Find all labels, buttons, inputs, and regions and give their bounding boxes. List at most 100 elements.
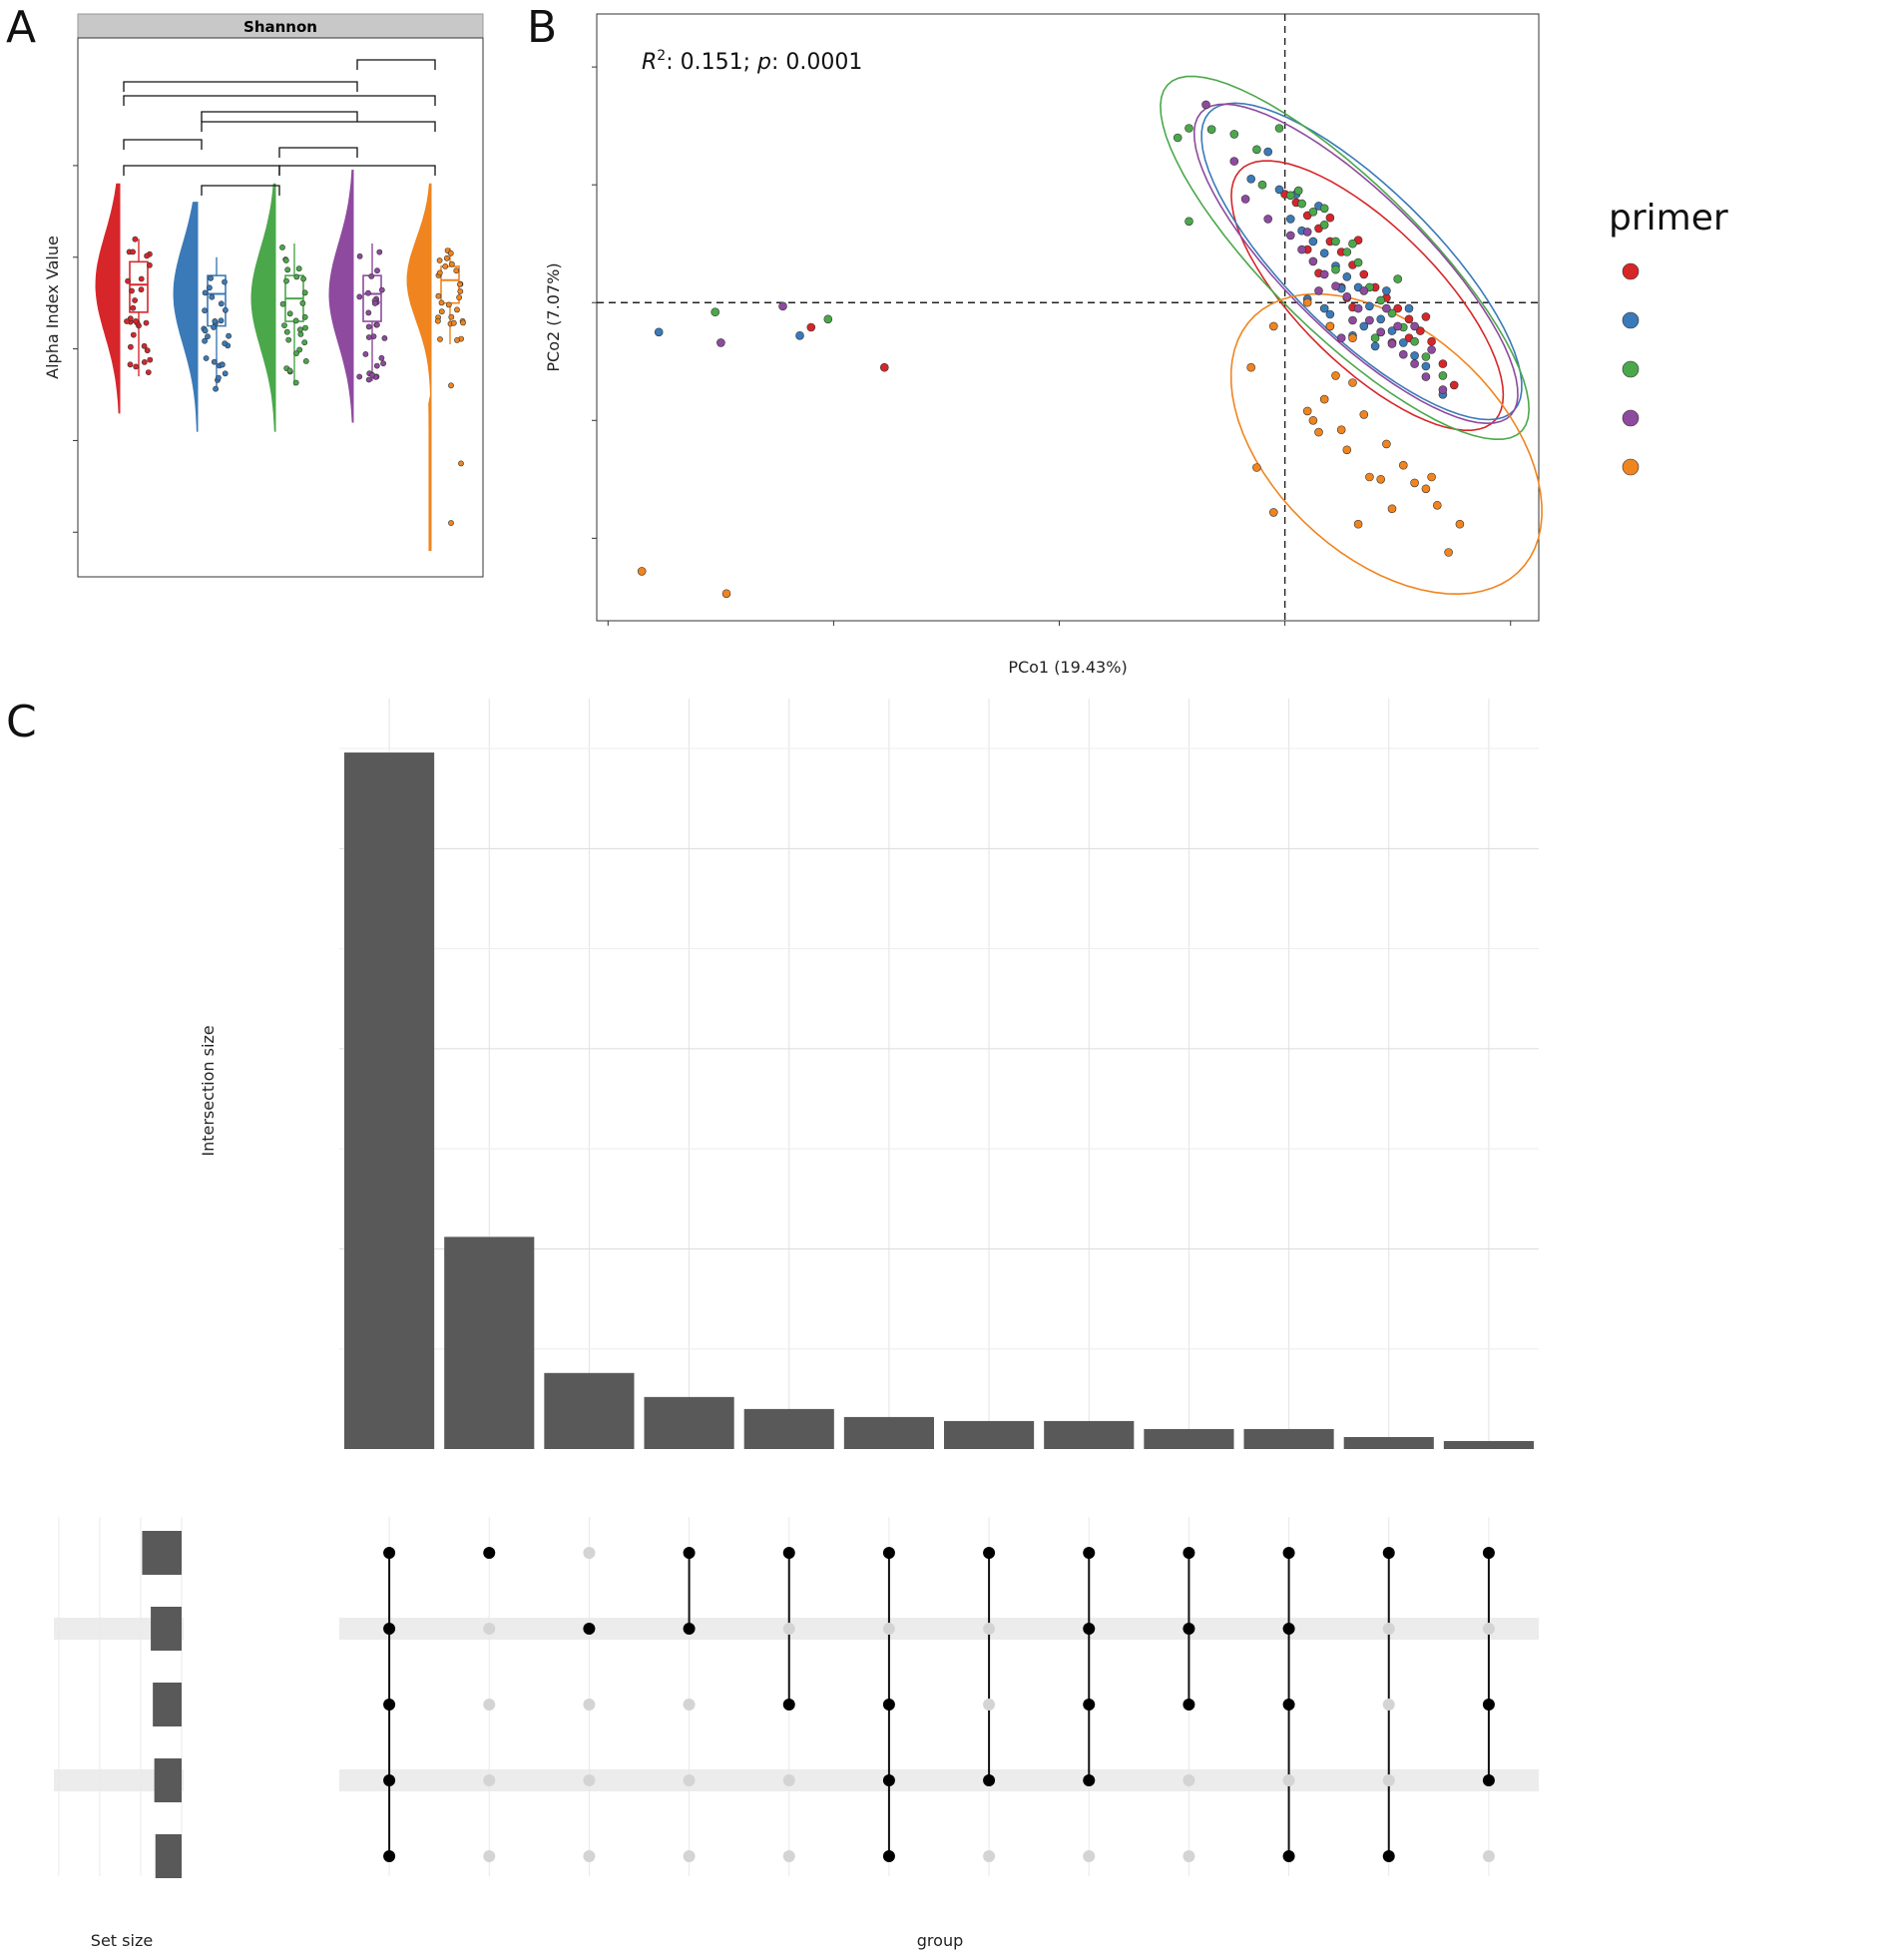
- member-dot-filled: [1083, 1623, 1096, 1635]
- sample-point: [295, 265, 302, 272]
- member-dot-empty: [1382, 1699, 1395, 1711]
- intersection-bar: [1343, 1436, 1434, 1449]
- violin-27F-1492R: [95, 183, 121, 414]
- scatter-point-8F+bif27F-1492R: [1201, 100, 1210, 110]
- scatter-point-27F+bif27-1492R: [1342, 271, 1352, 281]
- violin-8F-1492R: [250, 183, 276, 432]
- scatter-point-27F+bif27-1492R: [795, 330, 804, 340]
- r2-value: : 0.151;: [666, 50, 757, 75]
- sample-point: [301, 339, 308, 346]
- legend: [1622, 262, 1640, 476]
- confidence-ellipse-27F+bif27-1492R: [1200, 102, 1523, 421]
- sample-point: [281, 322, 287, 328]
- bar-plot-area: [339, 699, 1539, 1457]
- scatter-point-8F-1492R: [1387, 308, 1397, 318]
- significance-bracket: [123, 81, 358, 92]
- scatter-point-27F+bif27-1492R: [1387, 326, 1397, 335]
- intersection-bar: [444, 1236, 535, 1449]
- scatter-point-8F+bif27F-1492R: [1421, 372, 1431, 381]
- member-dot-empty: [483, 1850, 496, 1862]
- scatter-point-8F+bif27F-1492R: [1399, 349, 1408, 359]
- member-dot-filled: [1482, 1774, 1495, 1786]
- x-axis-label-b: PCo1 (19.43%): [1008, 658, 1127, 677]
- scatter-point-8F+bif27F-1492R: [1263, 215, 1272, 224]
- intersection-bar: [843, 1416, 934, 1449]
- scatter-point-8F+bif27F-1492R: [1297, 245, 1306, 254]
- raincloud-layer: [73, 59, 466, 552]
- significance-bracket: [201, 185, 280, 196]
- panel-c: Intersection size group Set size: [54, 699, 1539, 1950]
- scatter-point-8F-1492R: [1173, 133, 1183, 143]
- panel-label-b: B: [527, 2, 557, 53]
- scatter-point-8F+bif27F-1492R: [1331, 281, 1340, 291]
- sample-point: [203, 355, 210, 361]
- scatter-point-27F+bif27-1492R: [1308, 237, 1318, 246]
- scatter-point-27F+bif27-1492R: [1421, 361, 1431, 371]
- sample-point: [456, 294, 462, 300]
- scatter-point-27F-1492R: [1421, 312, 1431, 321]
- violin-8F+bif27F-1492R: [328, 169, 354, 423]
- scatter-point-8F-1492R: [1293, 186, 1303, 196]
- scatter-point-bif27F-1492R: [1387, 504, 1397, 514]
- scatter-point-bif27F-1492R: [1359, 410, 1369, 419]
- sample-point: [202, 327, 209, 334]
- legend-title: primer: [1609, 198, 1728, 239]
- scatter-point-8F+bif27F-1492R: [1348, 315, 1357, 325]
- p-symbol: p: [756, 50, 771, 75]
- scatter-point-8F+bif27F-1492R: [716, 338, 725, 347]
- y-axis-label-a: Alpha Index Value: [43, 236, 62, 379]
- sample-point: [296, 326, 303, 333]
- member-dot-empty: [1382, 1623, 1395, 1635]
- sample-point: [378, 286, 385, 293]
- set-size-bar: [154, 1758, 182, 1802]
- member-dot-empty: [1282, 1774, 1295, 1786]
- sample-point: [226, 332, 232, 339]
- intersection-bar: [1044, 1420, 1135, 1449]
- facet-strip: [77, 13, 484, 39]
- member-dot-filled: [683, 1547, 696, 1559]
- scatter-point-bif27F-1492R: [1399, 460, 1408, 470]
- member-dot-filled: [1183, 1623, 1195, 1635]
- scatter-point-27F-1492R: [1449, 380, 1459, 390]
- scatter-point-8F-1492R: [823, 314, 833, 324]
- set-size-label: Set size: [91, 1931, 153, 1950]
- scatter-point-bif27F-1492R: [1444, 548, 1453, 557]
- scatter-point-27F-1492R: [806, 322, 816, 332]
- sample-point: [443, 254, 450, 261]
- member-dot-empty: [782, 1774, 795, 1786]
- sample-point: [362, 350, 369, 357]
- outlier-point: [448, 382, 454, 389]
- sample-point: [205, 333, 211, 340]
- member-dot-filled: [1083, 1774, 1096, 1786]
- matrix-row-band: [339, 1618, 1539, 1640]
- scatter-point-27F+bif27-1492R: [1319, 303, 1329, 313]
- scatter-point-8F-1492R: [1319, 221, 1329, 230]
- scatter-point-8F-1492R: [1438, 371, 1448, 380]
- sample-point: [300, 275, 306, 282]
- sample-point: [374, 267, 380, 274]
- scatter-point-27F+bif27-1492R: [1404, 303, 1414, 313]
- sample-point: [448, 313, 455, 320]
- member-dot-empty: [483, 1623, 496, 1635]
- intersection-bar: [1443, 1440, 1534, 1449]
- sample-point: [222, 340, 229, 347]
- x-axis-label-c: group: [917, 1931, 963, 1950]
- member-dot-filled: [383, 1774, 396, 1786]
- sample-point: [279, 300, 286, 307]
- outlier-point: [448, 520, 454, 526]
- scatter-point-27F-1492R: [1427, 336, 1436, 346]
- scatter-point-27F+bif27-1492R: [654, 327, 664, 337]
- matrix-row-band: [339, 1769, 1539, 1791]
- legend-key: [1622, 360, 1640, 378]
- member-dot-filled: [983, 1774, 996, 1786]
- scatter-point-27F+bif27-1492R: [1410, 351, 1419, 360]
- scatter-point-8F+bif27F-1492R: [1302, 228, 1312, 237]
- sample-point: [370, 333, 377, 339]
- sample-point: [301, 289, 308, 296]
- intersection-bar: [1144, 1428, 1234, 1449]
- sample-point: [124, 318, 130, 324]
- sample-point: [222, 370, 229, 377]
- sample-point: [436, 257, 443, 263]
- scatter-point-8F-1492R: [1185, 124, 1193, 133]
- sample-point: [301, 313, 308, 320]
